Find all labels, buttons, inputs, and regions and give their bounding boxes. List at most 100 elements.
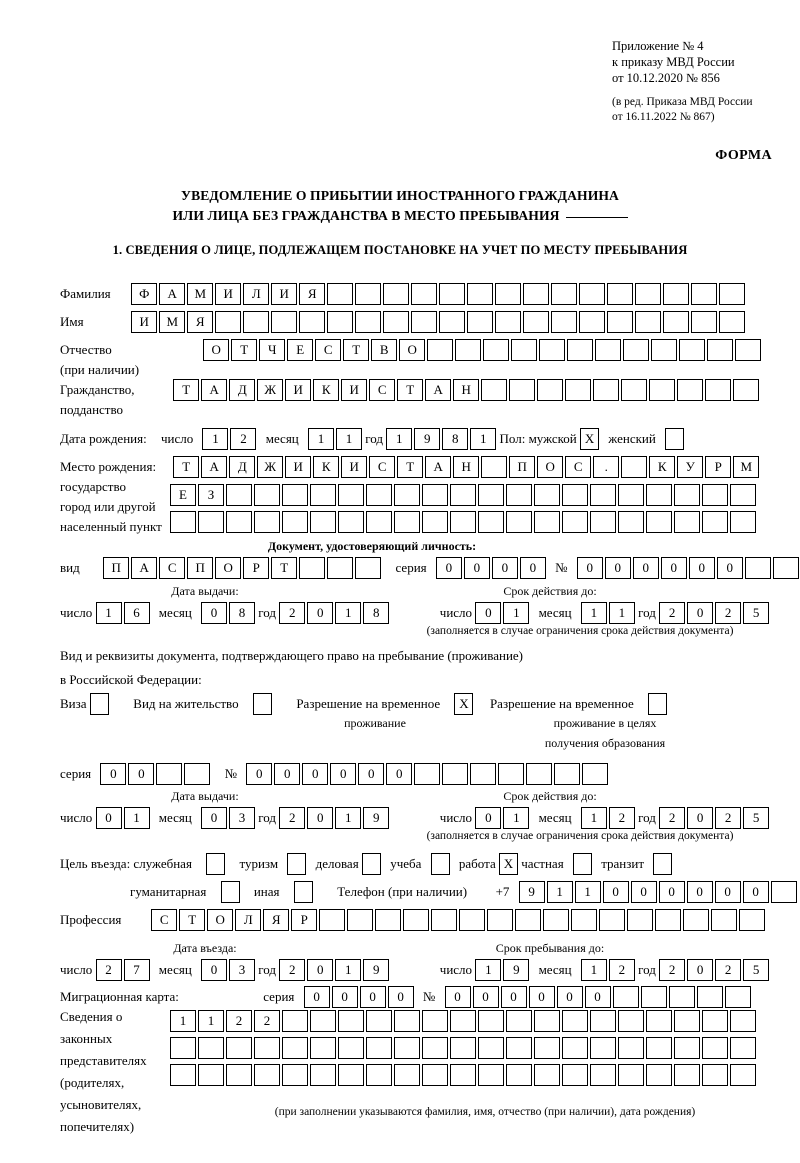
char-cell[interactable] (226, 484, 252, 506)
char-cell[interactable] (310, 484, 336, 506)
char-cell[interactable] (282, 511, 308, 533)
char-cell[interactable]: П (103, 557, 130, 579)
char-cell[interactable] (623, 339, 650, 361)
char-cell[interactable] (674, 484, 700, 506)
char-cell[interactable]: 1 (170, 1010, 196, 1032)
char-cell[interactable]: 0 (688, 557, 715, 579)
char-cell[interactable] (730, 484, 756, 506)
char-cell[interactable]: Д (229, 456, 256, 478)
char-cell[interactable]: 0 (687, 959, 714, 981)
char-cell[interactable] (355, 557, 382, 579)
char-cell[interactable]: 0 (660, 557, 687, 579)
char-cell[interactable]: С (565, 456, 592, 478)
char-cell[interactable]: 2 (608, 959, 635, 981)
char-cell[interactable] (534, 1064, 560, 1086)
char-cell[interactable] (511, 339, 538, 361)
char-cell[interactable]: 0 (687, 602, 714, 624)
char-cell[interactable] (383, 283, 410, 305)
char-cell[interactable] (744, 557, 771, 579)
char-cell[interactable] (691, 283, 718, 305)
char-cell[interactable] (450, 1037, 476, 1059)
sex-female-checkbox[interactable] (665, 428, 685, 450)
char-cell[interactable]: 0 (716, 557, 743, 579)
char-cell[interactable]: 5 (743, 807, 770, 829)
char-cell[interactable]: 8 (363, 602, 390, 624)
char-cell[interactable] (495, 311, 522, 333)
purpose-other-checkbox[interactable] (293, 881, 313, 903)
char-cell[interactable]: 0 (246, 763, 273, 785)
char-cell[interactable] (338, 1037, 364, 1059)
char-cell[interactable] (422, 484, 448, 506)
representatives-cells-3[interactable] (170, 1064, 756, 1086)
char-cell[interactable]: Т (179, 909, 206, 931)
char-cell[interactable]: 8 (442, 428, 469, 450)
char-cell[interactable]: А (201, 456, 228, 478)
char-cell[interactable] (411, 283, 438, 305)
char-cell[interactable]: 0 (576, 557, 603, 579)
char-cell[interactable]: 2 (254, 1010, 280, 1032)
char-cell[interactable]: 2 (659, 602, 686, 624)
char-cell[interactable] (310, 1064, 336, 1086)
char-cell[interactable] (702, 1010, 728, 1032)
char-cell[interactable]: 9 (363, 807, 390, 829)
char-cell[interactable]: Т (343, 339, 370, 361)
char-cell[interactable] (735, 339, 762, 361)
char-cell[interactable] (347, 909, 374, 931)
char-cell[interactable] (582, 763, 609, 785)
char-cell[interactable] (523, 283, 550, 305)
char-cell[interactable]: П (509, 456, 536, 478)
char-cell[interactable]: Я (263, 909, 290, 931)
char-cell[interactable] (215, 311, 242, 333)
char-cell[interactable]: Н (453, 456, 480, 478)
char-cell[interactable]: 0 (444, 986, 471, 1008)
char-cell[interactable] (450, 1010, 476, 1032)
char-cell[interactable]: С (369, 379, 396, 401)
char-cell[interactable]: 1 (335, 807, 362, 829)
char-cell[interactable] (730, 511, 756, 533)
char-cell[interactable] (481, 379, 508, 401)
char-cell[interactable] (299, 311, 326, 333)
char-cell[interactable] (599, 909, 626, 931)
char-cell[interactable] (621, 379, 648, 401)
char-cell[interactable] (565, 379, 592, 401)
char-cell[interactable] (646, 1064, 672, 1086)
char-cell[interactable]: Н (453, 379, 480, 401)
char-cell[interactable] (467, 283, 494, 305)
char-cell[interactable]: 0 (201, 807, 228, 829)
char-cell[interactable]: Я (187, 311, 214, 333)
char-cell[interactable] (156, 763, 183, 785)
char-cell[interactable] (506, 511, 532, 533)
char-cell[interactable]: 2 (715, 807, 742, 829)
temp-residence-checkbox[interactable]: X (454, 693, 474, 715)
char-cell[interactable] (523, 311, 550, 333)
char-cell[interactable] (254, 484, 280, 506)
char-cell[interactable]: О (399, 339, 426, 361)
char-cell[interactable]: Т (271, 557, 298, 579)
char-cell[interactable] (655, 909, 682, 931)
char-cell[interactable]: 0 (463, 557, 490, 579)
char-cell[interactable]: 9 (518, 881, 545, 903)
char-cell[interactable] (537, 379, 564, 401)
char-cell[interactable] (427, 339, 454, 361)
purpose-tourism-checkbox[interactable] (287, 853, 307, 875)
char-cell[interactable] (355, 283, 382, 305)
char-cell[interactable]: И (131, 311, 158, 333)
char-cell[interactable] (719, 283, 746, 305)
sex-male-checkbox[interactable]: X (580, 428, 600, 450)
char-cell[interactable] (534, 511, 560, 533)
